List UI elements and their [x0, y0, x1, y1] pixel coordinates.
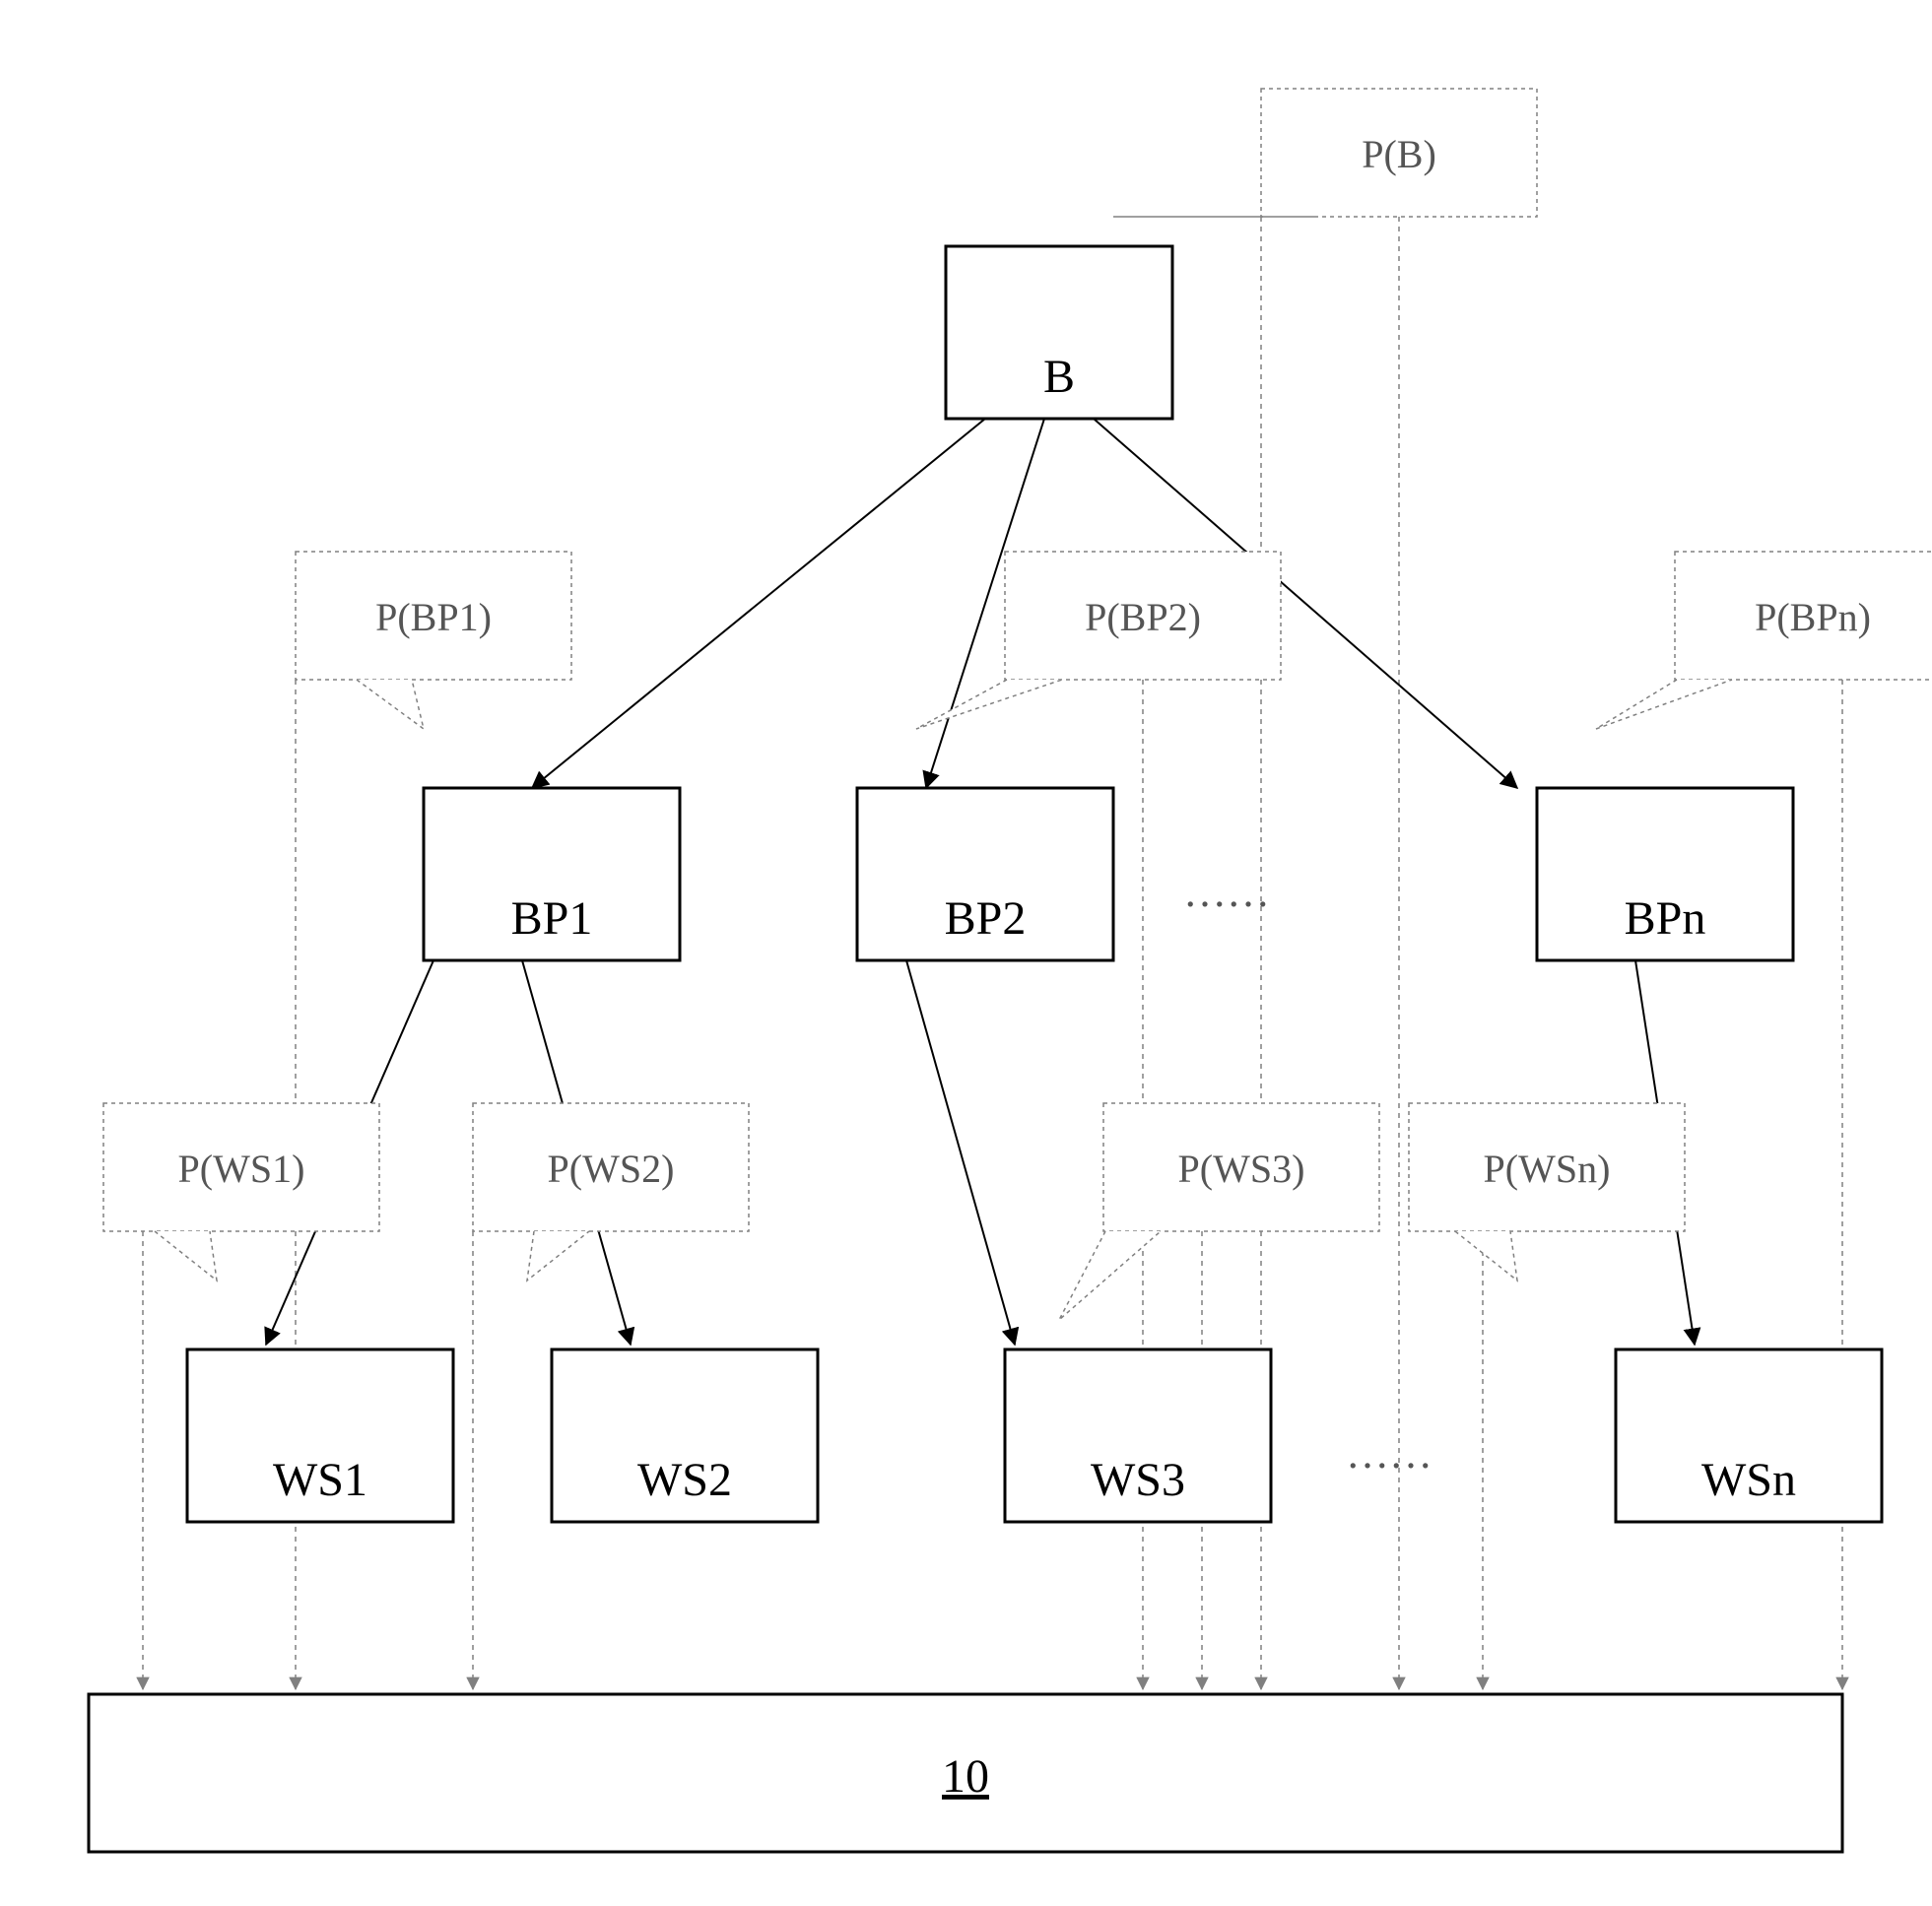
node-WS3: WS3 [1005, 1349, 1271, 1522]
node-label: B [1043, 351, 1075, 403]
sink-layer: 10 [89, 1694, 1842, 1852]
callout-label: P(B) [1362, 132, 1436, 176]
nodes-layer: B BP1 BP2 BPn WS1 WS2 WS3 WSn [187, 246, 1882, 1522]
callout-label: P(WS3) [1178, 1147, 1305, 1191]
callout-PBP1: P(BP1) [296, 552, 571, 729]
node-label: WSn [1701, 1454, 1796, 1506]
node-WS2: WS2 [552, 1349, 818, 1522]
node-WS1: WS1 [187, 1349, 453, 1522]
node-WSn: WSn [1616, 1349, 1882, 1522]
node-BP1: BP1 [424, 788, 680, 960]
callout-pointer [155, 1231, 217, 1281]
sink-label: 10 [942, 1750, 989, 1803]
callout-label: P(BPn) [1755, 595, 1871, 639]
node-label: WS1 [273, 1454, 367, 1506]
node-BP2: BP2 [857, 788, 1113, 960]
callout-pointer [357, 680, 424, 729]
node-label: WS2 [637, 1454, 732, 1506]
tree-edge [532, 419, 985, 788]
callout-pointer [527, 1231, 589, 1281]
callout-pointer [1059, 1231, 1161, 1320]
ellipsis: …… [1346, 1429, 1432, 1478]
callout-label: P(BP1) [375, 595, 492, 639]
ellipsis: …… [1183, 868, 1270, 916]
node-BPn: BPn [1537, 788, 1793, 960]
callout-PBPn: P(BPn) [1596, 552, 1932, 729]
callout-label: P(WSn) [1484, 1147, 1611, 1191]
callout-pointer [1596, 680, 1732, 729]
callout-PB: P(B) [1113, 89, 1537, 217]
callout-pointer [916, 680, 1062, 729]
callout-pointer [1455, 1231, 1517, 1281]
callout-label: P(WS2) [548, 1147, 675, 1191]
node-B: B [946, 246, 1172, 419]
node-label: BPn [1625, 892, 1706, 945]
callout-label: P(BP2) [1085, 595, 1201, 639]
node-label: BP2 [945, 892, 1027, 945]
callout-PWS2: P(WS2) [473, 1103, 749, 1281]
tree-edge [906, 960, 1015, 1345]
node-label: BP1 [511, 892, 593, 945]
callout-label: P(WS1) [178, 1147, 305, 1191]
callout-PWS3: P(WS3) [1059, 1103, 1379, 1320]
callout-PWSn: P(WSn) [1409, 1103, 1685, 1281]
callout-PWS1: P(WS1) [103, 1103, 379, 1281]
node-label: WS3 [1091, 1454, 1185, 1506]
callout-PBP2: P(BP2) [916, 552, 1281, 729]
